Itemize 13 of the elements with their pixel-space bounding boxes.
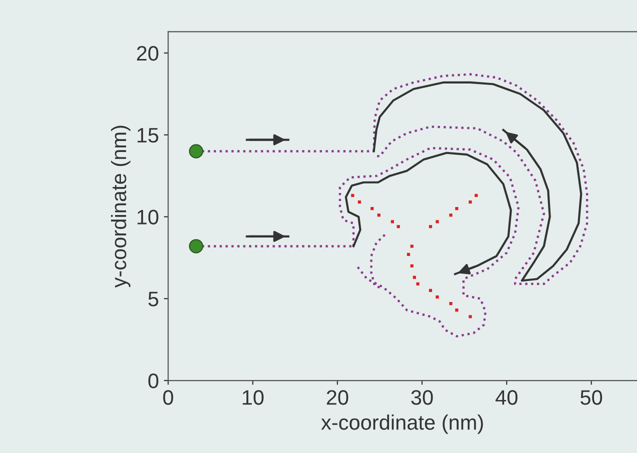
x-tick-label: 20: [326, 390, 348, 405]
y-tick-label: 0: [148, 374, 158, 388]
x-tick-label: 30: [411, 390, 433, 405]
x-tick-label: 10: [242, 390, 264, 405]
y-tick-label: 20: [137, 46, 158, 61]
y-tick-label: 5: [148, 292, 158, 306]
x-tick-label: 40: [496, 390, 518, 405]
y-tick-label: 15: [138, 128, 158, 143]
y-tick-label: 10: [138, 210, 158, 225]
x-tick-label: 0: [163, 390, 174, 405]
x-tick-label: 50: [580, 390, 602, 405]
x-axis-title: x-coordinate (nm): [321, 414, 483, 434]
y-axis-title: y-coordinate (nm): [110, 126, 130, 288]
